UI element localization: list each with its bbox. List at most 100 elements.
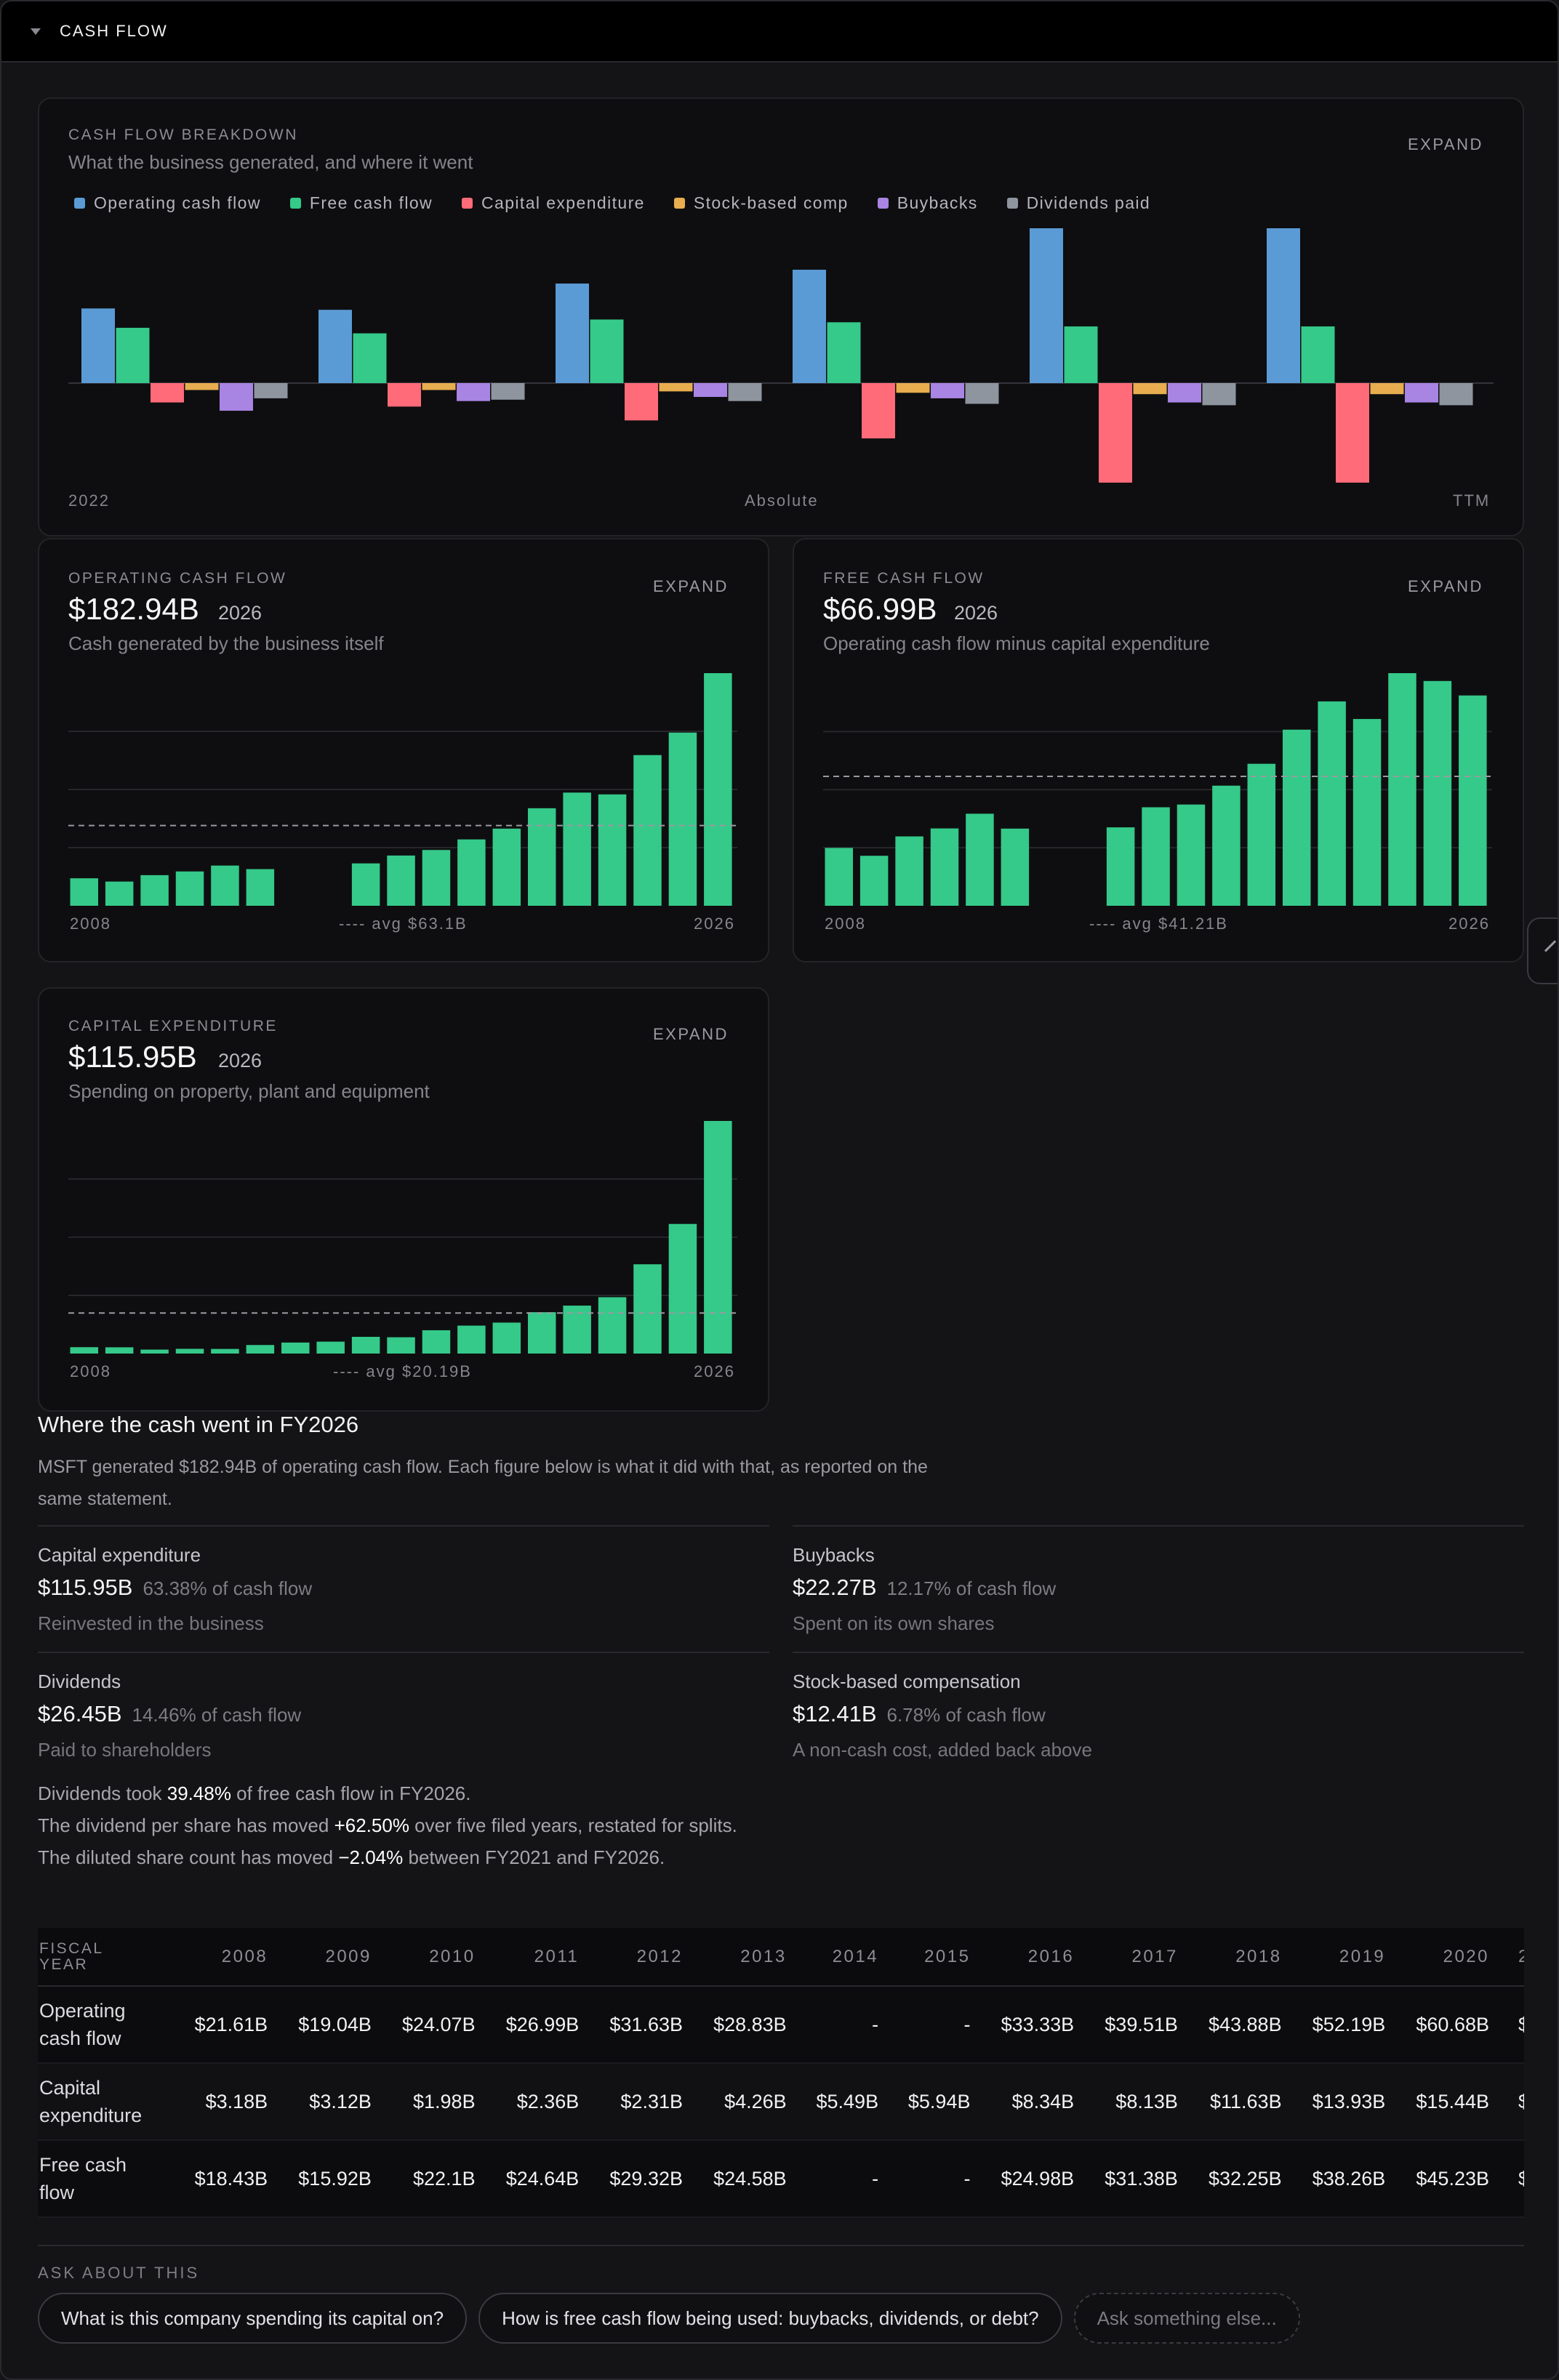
breakdown-bar[interactable] — [1267, 228, 1300, 383]
breakdown-bar[interactable] — [827, 322, 861, 383]
bar[interactable] — [895, 836, 923, 906]
bar[interactable] — [1142, 807, 1170, 906]
breakdown-bar[interactable] — [1064, 326, 1098, 383]
breakdown-bar[interactable] — [353, 333, 387, 383]
bar[interactable] — [140, 875, 169, 906]
breakdown-bar[interactable] — [793, 270, 826, 383]
ocf-expand-button[interactable]: EXPAND — [653, 577, 729, 595]
bar[interactable] — [105, 881, 134, 906]
bar[interactable] — [1352, 719, 1382, 906]
bar[interactable] — [387, 1337, 415, 1354]
breakdown-bar[interactable] — [1202, 383, 1236, 406]
breakdown-bar[interactable] — [116, 327, 150, 383]
breakdown-bar[interactable] — [590, 319, 624, 383]
legend-item[interactable]: Free cash flow — [289, 193, 433, 213]
breakdown-mode-label[interactable]: Absolute — [745, 491, 819, 510]
bar[interactable] — [70, 1347, 99, 1354]
bar[interactable] — [351, 1336, 380, 1354]
breakdown-bar[interactable] — [1301, 326, 1335, 383]
cash-flow-table[interactable]: FISCAL YEAR 2008 2009 2010 2011 2012 201… — [38, 1928, 1524, 2219]
bar[interactable] — [1177, 804, 1206, 906]
legend-item[interactable]: Stock-based comp — [673, 193, 849, 213]
breakdown-bar[interactable] — [220, 383, 253, 411]
bar[interactable] — [422, 1330, 451, 1354]
side-panel-handle[interactable] — [1527, 917, 1558, 984]
bar[interactable] — [1423, 680, 1452, 906]
bar[interactable] — [492, 1322, 521, 1354]
breakdown-bar[interactable] — [318, 310, 352, 383]
bar[interactable] — [211, 865, 239, 906]
section-header[interactable]: CASH FLOW — [1, 1, 1558, 63]
breakdown-bar[interactable] — [1370, 383, 1404, 395]
bar[interactable] — [859, 856, 889, 906]
bar[interactable] — [930, 828, 959, 906]
bar[interactable] — [211, 1348, 239, 1354]
breakdown-expand-button[interactable]: EXPAND — [1408, 135, 1483, 153]
breakdown-bar[interactable] — [728, 383, 762, 401]
fcf-expand-button[interactable]: EXPAND — [1408, 577, 1483, 595]
breakdown-bar[interactable] — [457, 383, 490, 401]
bar[interactable] — [175, 1348, 204, 1354]
breakdown-bar[interactable] — [491, 383, 525, 400]
bar[interactable] — [633, 755, 662, 906]
breakdown-bar[interactable] — [422, 383, 456, 390]
breakdown-bar[interactable] — [1336, 383, 1369, 483]
breakdown-bar[interactable] — [151, 383, 184, 403]
bar[interactable] — [704, 673, 732, 906]
suggestion-chip[interactable]: What is this company spending its capita… — [38, 2293, 468, 2344]
bar[interactable] — [246, 869, 275, 906]
bar[interactable] — [492, 828, 521, 906]
breakdown-bar[interactable] — [254, 383, 288, 398]
bar[interactable] — [668, 732, 697, 906]
breakdown-bar[interactable] — [896, 383, 930, 393]
bar[interactable] — [70, 878, 99, 906]
bar[interactable] — [1318, 701, 1346, 906]
bar[interactable] — [140, 1349, 169, 1354]
bar[interactable] — [1459, 695, 1487, 906]
collapse-chevron-icon[interactable] — [31, 28, 41, 35]
capex-expand-button[interactable]: EXPAND — [653, 1025, 729, 1043]
bar[interactable] — [457, 1325, 486, 1354]
breakdown-bar[interactable] — [931, 383, 964, 398]
bar[interactable] — [563, 792, 591, 906]
bar[interactable] — [825, 848, 854, 906]
bar[interactable] — [1001, 828, 1030, 906]
breakdown-bar[interactable] — [625, 383, 658, 421]
bar[interactable] — [704, 1121, 732, 1354]
bar[interactable] — [1212, 785, 1241, 906]
breakdown-bar[interactable] — [1405, 383, 1438, 403]
bar[interactable] — [633, 1264, 662, 1354]
breakdown-bar[interactable] — [556, 284, 589, 383]
ask-something-else-chip[interactable]: Ask something else... — [1073, 2293, 1300, 2344]
bar[interactable] — [598, 794, 627, 906]
bar[interactable] — [1388, 673, 1416, 906]
bar[interactable] — [387, 855, 415, 906]
bar[interactable] — [527, 1312, 556, 1354]
breakdown-bar[interactable] — [659, 383, 693, 392]
bar[interactable] — [1282, 729, 1311, 906]
breakdown-bar[interactable] — [1099, 383, 1132, 483]
bar[interactable] — [527, 808, 556, 906]
bar[interactable] — [668, 1223, 697, 1354]
legend-item[interactable]: Buybacks — [877, 193, 978, 213]
breakdown-bar[interactable] — [185, 383, 219, 390]
suggestion-chip[interactable]: How is free cash flow being used: buybac… — [478, 2293, 1062, 2344]
breakdown-bar[interactable] — [81, 308, 115, 383]
breakdown-bar[interactable] — [694, 383, 727, 398]
bar[interactable] — [351, 863, 380, 906]
bar[interactable] — [316, 1341, 345, 1354]
bar[interactable] — [457, 839, 486, 906]
bar[interactable] — [105, 1347, 134, 1354]
breakdown-bar[interactable] — [862, 383, 895, 439]
bar[interactable] — [246, 1345, 275, 1354]
breakdown-bar[interactable] — [1030, 228, 1063, 383]
breakdown-bar[interactable] — [388, 383, 421, 407]
bar[interactable] — [598, 1297, 627, 1354]
breakdown-bar[interactable] — [965, 383, 999, 404]
legend-item[interactable]: Operating cash flow — [74, 193, 261, 213]
breakdown-bar[interactable] — [1168, 383, 1201, 403]
bar[interactable] — [281, 1342, 310, 1354]
breakdown-bar[interactable] — [1439, 383, 1473, 406]
bar[interactable] — [966, 813, 994, 906]
bar[interactable] — [1106, 827, 1135, 906]
